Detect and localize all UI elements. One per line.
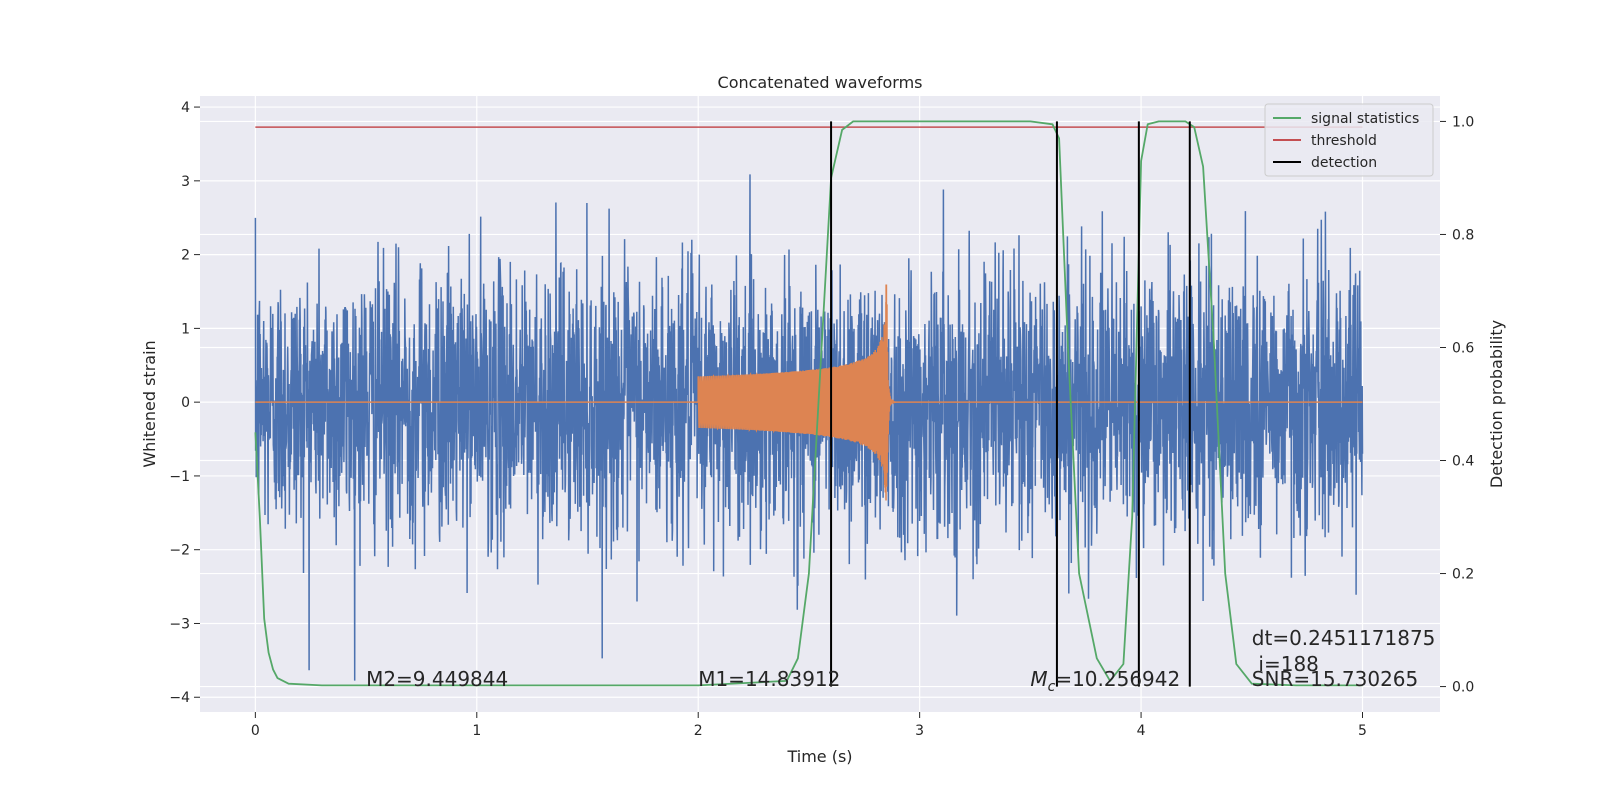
x-tick-label: 1 [472, 723, 481, 739]
annotation: M1=14.83912 [698, 667, 840, 691]
signal-statistics-line [254, 120, 1363, 687]
y2-tick-label: 0.4 [1452, 454, 1474, 470]
y-tick-label: −3 [169, 616, 190, 632]
annotations: M2=9.449844 M1=14.83912 Mc=10.256942 SNR=15… [366, 626, 1435, 695]
x-tick-label: 3 [915, 723, 924, 739]
annotation-math: M [1030, 667, 1047, 691]
y-tick-label: −2 [169, 543, 190, 559]
x-tick-label: 0 [251, 723, 260, 739]
x-tick-label: 2 [694, 723, 703, 739]
annotation: SNR=15.730265 [1252, 667, 1418, 691]
y-tick-label: −4 [169, 690, 190, 706]
y-tick-label: 2 [181, 248, 190, 264]
y2-tick-label: 1.0 [1452, 114, 1474, 130]
legend-label: threshold [1311, 133, 1377, 149]
y2-tick-label: 0.8 [1452, 227, 1474, 243]
axes: 0 1 2 3 4 5 −4 −3 −2 −1 0 1 2 3 4 0.0 0.2 0.4 0.6 0.8 1.0 [169, 100, 1474, 739]
plot-layer [254, 120, 1364, 687]
strain-noise-line [254, 174, 1364, 681]
y-tick-label: −1 [169, 469, 190, 485]
y-tick-label: 4 [181, 100, 190, 116]
legend-label: detection [1311, 155, 1377, 171]
injected-waveform-line [255, 284, 1363, 501]
annotation: i=188 [1258, 652, 1319, 676]
legend: signal statistics threshold detection [1264, 103, 1434, 177]
y2-axis-label: Detection probability [1487, 320, 1506, 488]
legend-box [1264, 103, 1434, 177]
annotation-subscript: c [1048, 679, 1056, 695]
y2-tick-label: 0.6 [1452, 340, 1474, 356]
chart-title: Concatenated waveforms [718, 73, 923, 92]
y2-tick-label: 0.0 [1452, 680, 1474, 696]
annotation: M2=9.449844 [366, 667, 508, 691]
x-tick-label: 5 [1358, 723, 1367, 739]
y-axis-label: Whitened strain [140, 340, 159, 467]
x-axis-label: Time (s) [786, 747, 852, 766]
legend-label: signal statistics [1311, 111, 1419, 127]
y-tick-label: 0 [181, 395, 190, 411]
annotation: Mc=10.256942 [1030, 667, 1180, 695]
x-tick-label: 4 [1137, 723, 1146, 739]
y2-tick-label: 0.2 [1452, 567, 1474, 583]
annotation: dt=0.2451171875 [1252, 626, 1436, 650]
y-tick-label: 1 [181, 321, 190, 337]
annotation-value: =10.256942 [1055, 667, 1180, 691]
y-tick-label: 3 [181, 174, 190, 190]
